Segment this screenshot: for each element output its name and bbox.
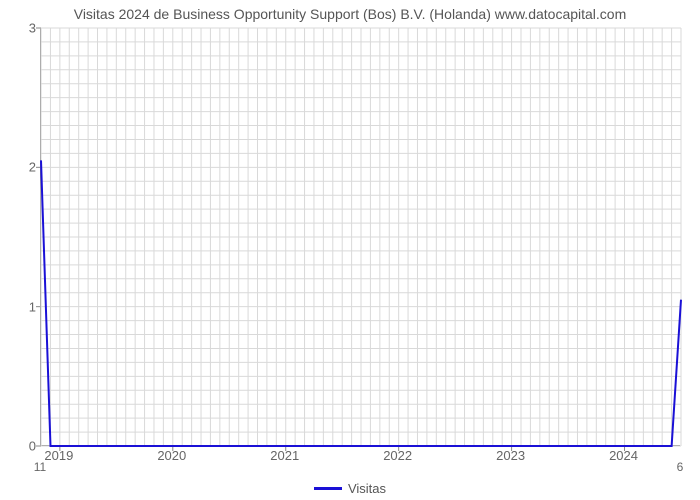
x-tick-label: 2024 (609, 448, 638, 463)
x-minor-label-right: 6 (677, 460, 684, 474)
x-tick-label: 2021 (270, 448, 299, 463)
x-tick-label: 2019 (44, 448, 73, 463)
legend-label: Visitas (348, 481, 386, 496)
x-tick-label: 2022 (383, 448, 412, 463)
plot-area (40, 28, 680, 446)
y-tick-label: 0 (18, 439, 36, 454)
chart-title: Visitas 2024 de Business Opportunity Sup… (0, 6, 700, 22)
x-tick-label: 2023 (496, 448, 525, 463)
legend: Visitas (0, 481, 700, 496)
y-tick-label: 2 (18, 160, 36, 175)
y-tick-label: 3 (18, 21, 36, 36)
chart-container: Visitas 2024 de Business Opportunity Sup… (0, 0, 700, 500)
plot-svg (41, 28, 680, 445)
legend-swatch (314, 487, 342, 490)
y-tick-label: 1 (18, 299, 36, 314)
x-minor-label-left: 11 (34, 460, 46, 474)
x-tick-label: 2020 (157, 448, 186, 463)
